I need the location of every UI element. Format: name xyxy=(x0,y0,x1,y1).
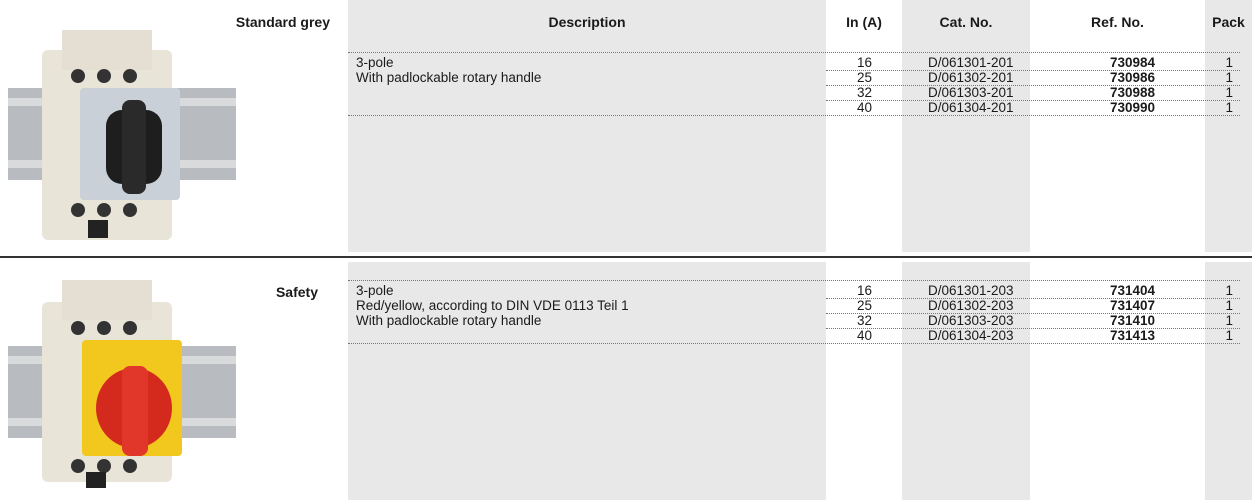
cat-no: D/061302-201 xyxy=(928,70,1014,85)
column-header: Cat. No. xyxy=(939,14,993,30)
rating: 16 xyxy=(856,55,872,70)
pack: 1 xyxy=(1225,55,1233,70)
rating: 40 xyxy=(856,100,872,115)
column-shade xyxy=(902,0,1030,252)
ref-no: 730984 xyxy=(1109,55,1155,70)
pack: 1 xyxy=(1225,283,1233,298)
row-rule xyxy=(826,313,1240,314)
column-header: Pack xyxy=(1212,14,1245,30)
description-line: 3-pole xyxy=(356,55,394,70)
cat-no: D/061304-201 xyxy=(928,100,1014,115)
ref-no: 731413 xyxy=(1109,328,1155,343)
rating: 16 xyxy=(856,283,872,298)
rating: 32 xyxy=(856,313,872,328)
column-shade xyxy=(348,262,826,500)
cat-no: D/061304-203 xyxy=(928,328,1014,343)
product-image-safety xyxy=(8,280,236,488)
cat-no: D/061301-201 xyxy=(928,55,1014,70)
column-shade xyxy=(902,262,1030,500)
section-divider xyxy=(0,256,1252,258)
cat-no: D/061302-203 xyxy=(928,298,1014,313)
pack: 1 xyxy=(1225,70,1233,85)
pack: 1 xyxy=(1225,100,1233,115)
row-rule xyxy=(348,52,1240,53)
row-rule xyxy=(826,70,1240,71)
row-rule xyxy=(348,280,1240,281)
column-shade xyxy=(348,0,826,252)
row-rule xyxy=(826,328,1240,329)
ref-no: 730986 xyxy=(1109,70,1155,85)
row-rule xyxy=(826,100,1240,101)
rating: 40 xyxy=(856,328,872,343)
section-title: Standard grey xyxy=(235,14,330,30)
ref-no: 730988 xyxy=(1109,85,1155,100)
pack: 1 xyxy=(1225,328,1233,343)
ref-no: 731407 xyxy=(1109,298,1155,313)
cat-no: D/061303-201 xyxy=(928,85,1014,100)
ref-no: 731404 xyxy=(1109,283,1155,298)
product-image-grey xyxy=(8,30,236,240)
section-title: Safety xyxy=(275,284,318,300)
description-line: Red/yellow, according to DIN VDE 0113 Te… xyxy=(356,298,629,313)
row-rule xyxy=(826,85,1240,86)
description-line: 3-pole xyxy=(356,283,394,298)
rating: 25 xyxy=(856,70,872,85)
rating: 32 xyxy=(856,85,872,100)
row-rule xyxy=(348,343,1240,344)
pack: 1 xyxy=(1225,85,1233,100)
ref-no: 730990 xyxy=(1109,100,1155,115)
row-rule xyxy=(826,298,1240,299)
column-header: Ref. No. xyxy=(1091,14,1144,30)
pack: 1 xyxy=(1225,298,1233,313)
pack: 1 xyxy=(1225,313,1233,328)
row-rule xyxy=(348,115,1240,116)
column-header: In (A) xyxy=(846,14,882,30)
column-shade xyxy=(1205,0,1252,252)
description-line: With padlockable rotary handle xyxy=(356,313,542,328)
column-shade xyxy=(1205,262,1252,500)
column-header: Description xyxy=(548,14,626,30)
cat-no: D/061303-203 xyxy=(928,313,1014,328)
ref-no: 731410 xyxy=(1109,313,1155,328)
description-line: With padlockable rotary handle xyxy=(356,70,542,85)
cat-no: D/061301-203 xyxy=(928,283,1014,298)
rating: 25 xyxy=(856,298,872,313)
